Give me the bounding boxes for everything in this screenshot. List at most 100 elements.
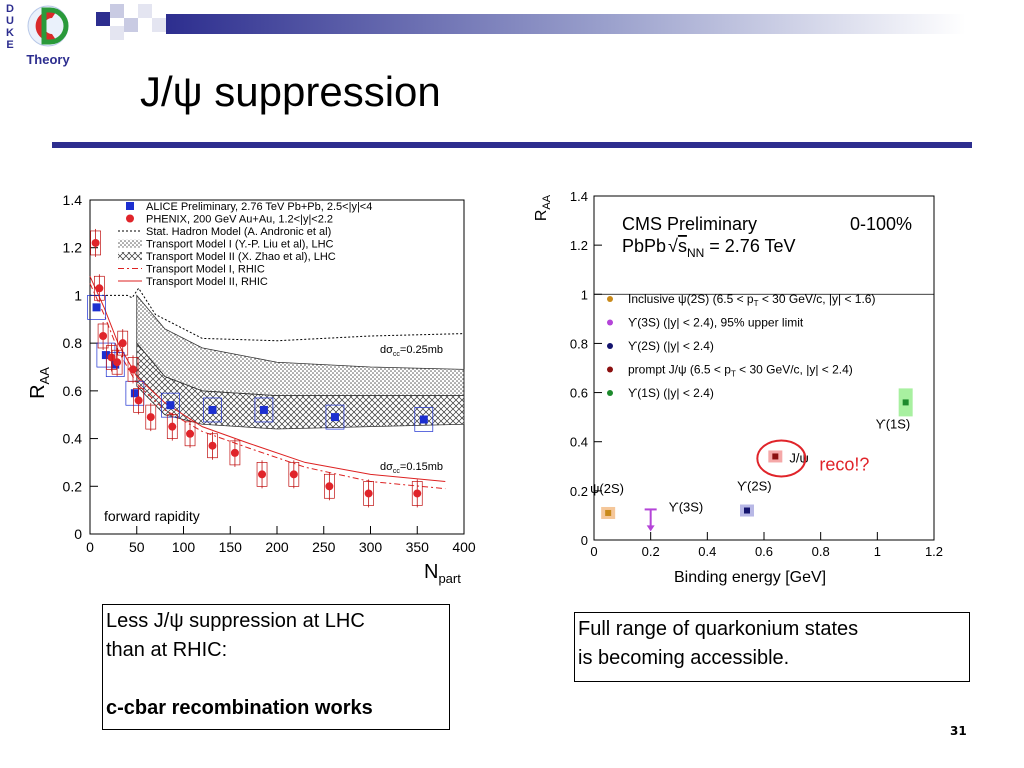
page-number: 31 xyxy=(950,724,967,738)
right-ytick-label: 0.4 xyxy=(570,435,588,450)
logo-letter-u: U xyxy=(6,15,14,27)
right-legend-entry: ϒ(3S) (|y| < 2.4), 95% upper limit xyxy=(628,316,804,330)
phenix-point xyxy=(208,441,217,450)
transport-model-bands xyxy=(136,294,465,430)
phenix-point xyxy=(258,470,267,479)
right-ylabel-main: R xyxy=(533,210,550,222)
right-legend-marker xyxy=(607,343,613,349)
phenix-point xyxy=(289,470,298,479)
legend-marker xyxy=(126,202,134,210)
alice-syst-box xyxy=(254,397,274,423)
right-legend-entry: ϒ(2S) (|y| < 2.4) xyxy=(628,339,714,353)
alice-point xyxy=(166,401,175,410)
left-ylabel: RAA xyxy=(27,367,52,399)
left-ytick-label: 1.2 xyxy=(63,240,83,256)
phenix-point xyxy=(325,482,334,491)
right-legend: Inclusive ψ(2S) (6.5 < pT < 30 GeV/c, |y… xyxy=(607,292,875,400)
right-ytick-label: 0.6 xyxy=(570,386,588,401)
left-legend: ALICE Preliminary, 2.76 TeV Pb+Pb, 2.5<|… xyxy=(118,201,372,288)
left-xtick-label: 350 xyxy=(406,539,430,555)
header-decoration xyxy=(96,4,966,40)
transport-model-ii-lhc-band xyxy=(136,342,465,430)
alice-syst-box xyxy=(325,404,345,430)
legend-entry: Stat. Hadron Model (A. Andronic et al) xyxy=(146,226,331,238)
state-label: ϒ(1S) xyxy=(876,416,911,431)
legend-entry: Transport Model I, RHIC xyxy=(146,264,265,276)
phenix-point xyxy=(91,238,100,247)
phenix-point xyxy=(186,429,195,438)
alice-syst-box xyxy=(87,295,106,320)
left-xlabel: Npart xyxy=(424,561,461,586)
phenix-point xyxy=(113,358,122,367)
slide-title: J/ψ suppression xyxy=(140,68,441,115)
phenix-point xyxy=(129,365,138,374)
right-title: CMS Preliminary xyxy=(622,214,757,234)
logo-theory-text: Theory xyxy=(26,52,70,67)
legend-entry: ALICE Preliminary, 2.76 TeV Pb+Pb, 2.5<|… xyxy=(146,201,372,213)
alice-point xyxy=(130,389,139,398)
right-subtitle: PbPb √sNN = 2.76 TeV xyxy=(622,236,796,260)
right-data-point xyxy=(744,507,750,514)
legend-entry: Transport Model II (X. Zhao et al), LHC xyxy=(146,251,336,263)
left-axis-ticks: 0 0.2 0.4 0.6 0.8 1 1.2 1.4 0 50 100 150 200 250 300 35… xyxy=(63,192,476,555)
alice-syst-box xyxy=(203,397,222,423)
jpsi-highlight-ellipse xyxy=(756,439,807,478)
right-legend-entry: ϒ(1S) (|y| < 2.4) xyxy=(628,386,714,400)
right-ytick-label: 0.8 xyxy=(570,336,588,351)
left-ytick-label: 1 xyxy=(74,287,82,303)
left-xtick-label: 300 xyxy=(359,539,383,555)
right-legend-marker xyxy=(607,296,613,302)
right-data-point xyxy=(902,399,909,406)
left-ytick-label: 0.2 xyxy=(63,478,83,494)
left-ytick-label: 1.4 xyxy=(63,192,83,208)
left-box-spacer xyxy=(106,665,446,694)
right-xlabel: Binding energy [GeV] xyxy=(674,569,826,586)
right-data-point xyxy=(605,509,612,516)
alice-point xyxy=(92,303,101,312)
legend-entry: Transport Model II, RHIC xyxy=(146,276,268,288)
right-ylabel-sub: AA xyxy=(541,194,553,209)
phenix-point xyxy=(134,396,143,405)
right-ytick-label: 1.4 xyxy=(570,189,588,204)
right-xtick-label: 0.2 xyxy=(642,544,660,559)
transport-model-ii-rhic-curve xyxy=(89,276,446,483)
logo-letter-e: E xyxy=(6,39,13,51)
right-legend-marker xyxy=(607,366,613,373)
left-ytick-label: 0.4 xyxy=(63,431,83,447)
phenix-point xyxy=(99,331,108,340)
model-curves xyxy=(89,276,465,490)
state-label: ϒ(3S) xyxy=(669,499,704,514)
state-label: ψ(2S) xyxy=(590,481,624,496)
left-xtick-label: 0 xyxy=(86,539,94,555)
transport-model-i-rhic-curve xyxy=(89,283,446,490)
left-xtick-label: 200 xyxy=(265,539,289,555)
duke-theory-logo: D U K E Theory xyxy=(6,3,70,67)
right-ytick-label: 1.2 xyxy=(570,238,588,253)
alice-syst-box xyxy=(161,392,180,418)
right-legend-marker xyxy=(607,390,613,396)
reco-annotation: reco!? xyxy=(819,454,869,474)
right-xtick-label: 0.6 xyxy=(755,544,773,559)
alice-point xyxy=(101,351,110,360)
left-data-points xyxy=(87,228,434,508)
left-xtick-label: 100 xyxy=(172,539,196,555)
left-xtick-label: 250 xyxy=(312,539,336,555)
right-ytick-label: 0.2 xyxy=(570,484,588,499)
right-legend-entry: Inclusive ψ(2S) (6.5 < pT < 30 GeV/c, |y… xyxy=(628,292,875,308)
stat-hadron-model-curve xyxy=(90,287,465,342)
legend-marker xyxy=(126,214,134,223)
left-box-line3: c-cbar recombination works xyxy=(106,697,373,719)
legend-entry: PHENIX, 200 GeV Au+Au, 1.2<|y|<2.2 xyxy=(146,214,333,226)
raa-vs-binding-energy-chart: 0 0.2 0.4 0.6 0.8 1 1.2 1.4 0 0.2 0.4 0.6 0.8 1 1.2 In… xyxy=(533,189,943,586)
right-ytick-label: 0 xyxy=(581,533,588,548)
logo-c-shape xyxy=(35,11,56,41)
phenix-point xyxy=(230,448,239,457)
annotation-forward-rapidity: forward rapidity xyxy=(104,508,200,524)
right-text-box: Full range of quarkonium states is becom… xyxy=(574,612,970,682)
title-rule xyxy=(52,142,972,148)
phenix-point xyxy=(413,489,422,498)
phenix-point xyxy=(168,422,177,431)
left-box-line1: Less J/ψ suppression at LHC xyxy=(106,610,365,632)
left-xlabel-sub: part xyxy=(438,571,461,586)
logo-letter-k: K xyxy=(6,27,14,39)
